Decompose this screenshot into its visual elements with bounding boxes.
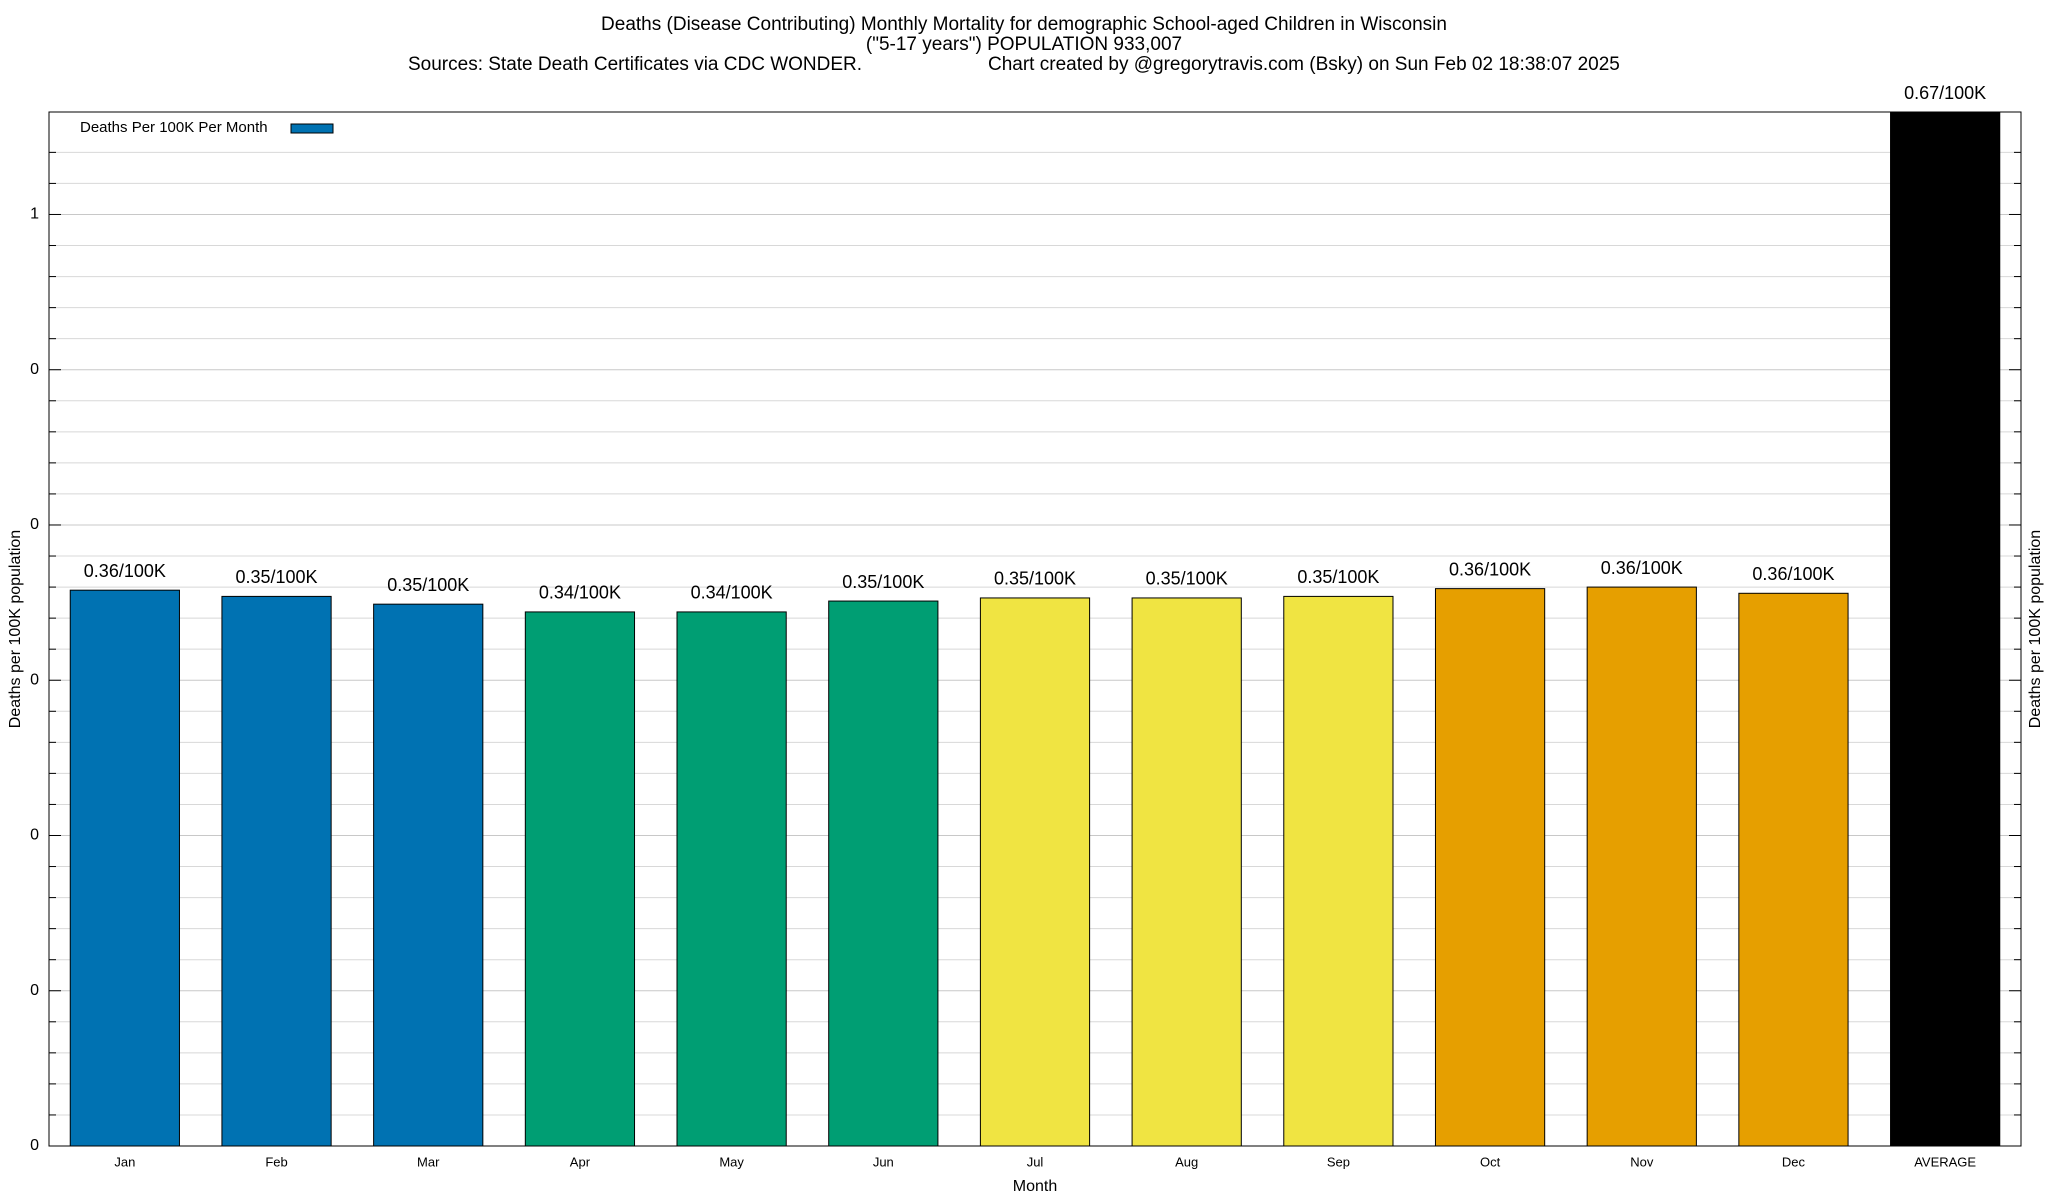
legend-swatch xyxy=(290,123,334,134)
y-tick-label: 0 xyxy=(30,827,39,844)
value-label: 0.35/100K xyxy=(842,572,924,592)
bar xyxy=(69,589,180,1146)
x-tick-label: AVERAGE xyxy=(1914,1154,1976,1169)
y-axis-label: Deaths per 100K population xyxy=(7,530,24,728)
bar xyxy=(979,597,1091,1146)
value-label: 0.35/100K xyxy=(1146,569,1228,589)
bar xyxy=(676,611,787,1146)
x-tick-label: Sep xyxy=(1327,1154,1350,1169)
y-tick-label: 0 xyxy=(30,1137,39,1154)
value-label: 0.36/100K xyxy=(84,561,166,581)
y2-axis-label: Deaths per 100K population xyxy=(2027,530,2044,728)
x-axis-label: Month xyxy=(1013,1178,1057,1195)
plot-frame xyxy=(48,111,2022,1147)
bar xyxy=(1283,595,1394,1146)
value-label: 0.34/100K xyxy=(691,583,773,603)
bar xyxy=(1131,597,1242,1146)
y-tick-label: 0 xyxy=(30,671,39,688)
value-label: 0.36/100K xyxy=(1601,558,1683,578)
x-tick-label: Jul xyxy=(1027,1154,1044,1169)
x-tick-label: Feb xyxy=(265,1154,287,1169)
value-label: 0.36/100K xyxy=(1449,559,1531,579)
x-tick-label: Nov xyxy=(1630,1154,1654,1169)
x-tick-label: Oct xyxy=(1480,1154,1501,1169)
value-label: 0.35/100K xyxy=(1297,567,1379,587)
value-label: 0.34/100K xyxy=(539,583,621,603)
y-tick-label: 0 xyxy=(30,982,39,999)
bar xyxy=(1586,586,1697,1146)
bar xyxy=(373,603,484,1146)
legend-label: Deaths Per 100K Per Month xyxy=(80,119,268,136)
x-tick-label: Jun xyxy=(873,1154,894,1169)
bar xyxy=(828,600,939,1146)
bar xyxy=(1738,592,1849,1146)
x-tick-label: Dec xyxy=(1782,1154,1806,1169)
chart-title: Deaths (Disease Contributing) Monthly Mo… xyxy=(601,14,1447,35)
value-label: 0.67/100K xyxy=(1904,83,1986,103)
value-label: 0.35/100K xyxy=(387,575,469,595)
x-tick-label: May xyxy=(719,1154,744,1169)
bars xyxy=(69,112,2001,1146)
value-label: 0.36/100K xyxy=(1752,564,1834,584)
x-tick-label: Apr xyxy=(570,1154,591,1169)
x-tick-label: Jan xyxy=(114,1154,135,1169)
bar xyxy=(221,595,332,1146)
y-tick-label: 0 xyxy=(30,361,39,378)
source: Sources: State Death Certificates via CD… xyxy=(408,54,862,75)
x-tick-label: Mar xyxy=(417,1154,440,1169)
y-tick-label: 0 xyxy=(30,516,39,533)
chart-subtitle: ("5-17 years") POPULATION 933,007 xyxy=(866,34,1182,55)
bar xyxy=(1890,112,2001,1146)
x-tick-label: Aug xyxy=(1175,1154,1198,1169)
value-label: 0.35/100K xyxy=(235,567,317,587)
y-tick-label: 1 xyxy=(30,206,39,223)
bar xyxy=(1434,588,1546,1146)
value-label: 0.35/100K xyxy=(994,569,1076,589)
credit: Chart created by @gregorytravis.com (Bsk… xyxy=(988,54,1620,75)
bar xyxy=(524,611,636,1146)
